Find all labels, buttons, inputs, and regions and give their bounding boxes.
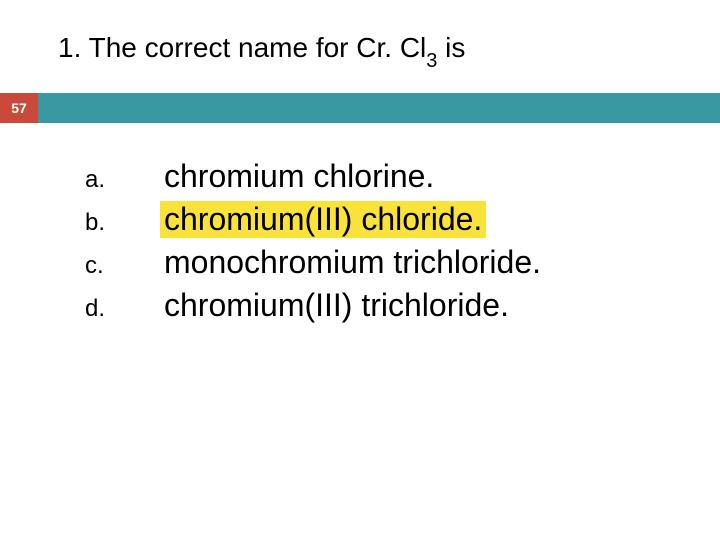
question-text: 1. The correct name for Cr. Cl3 is: [58, 32, 465, 70]
answer-letter: a.: [85, 166, 160, 194]
answer-letter: c.: [85, 252, 160, 280]
question-suffix: is: [437, 32, 465, 63]
answer-list: a. chromium chlorine. b. chromium(III) c…: [85, 158, 545, 330]
answer-row: c. monochromium trichloride.: [85, 244, 545, 281]
slide-bar-fill: [38, 93, 720, 123]
question-subscript: 3: [426, 50, 437, 72]
answer-row: a. chromium chlorine.: [85, 158, 545, 195]
slide-bar: 57: [0, 93, 720, 123]
answer-text: chromium(III) trichloride.: [160, 287, 513, 324]
answer-letter: b.: [85, 209, 160, 237]
answer-row: b. chromium(III) chloride.: [85, 201, 545, 238]
answer-row: d. chromium(III) trichloride.: [85, 287, 545, 324]
answer-letter: d.: [85, 295, 160, 323]
answer-text: chromium chlorine.: [160, 158, 438, 195]
question-prefix: 1. The correct name for Cr. Cl: [58, 32, 426, 63]
answer-text: monochromium trichloride.: [160, 244, 545, 281]
slide-number-badge: 57: [0, 93, 38, 123]
answer-text: chromium(III) chloride.: [160, 201, 486, 238]
